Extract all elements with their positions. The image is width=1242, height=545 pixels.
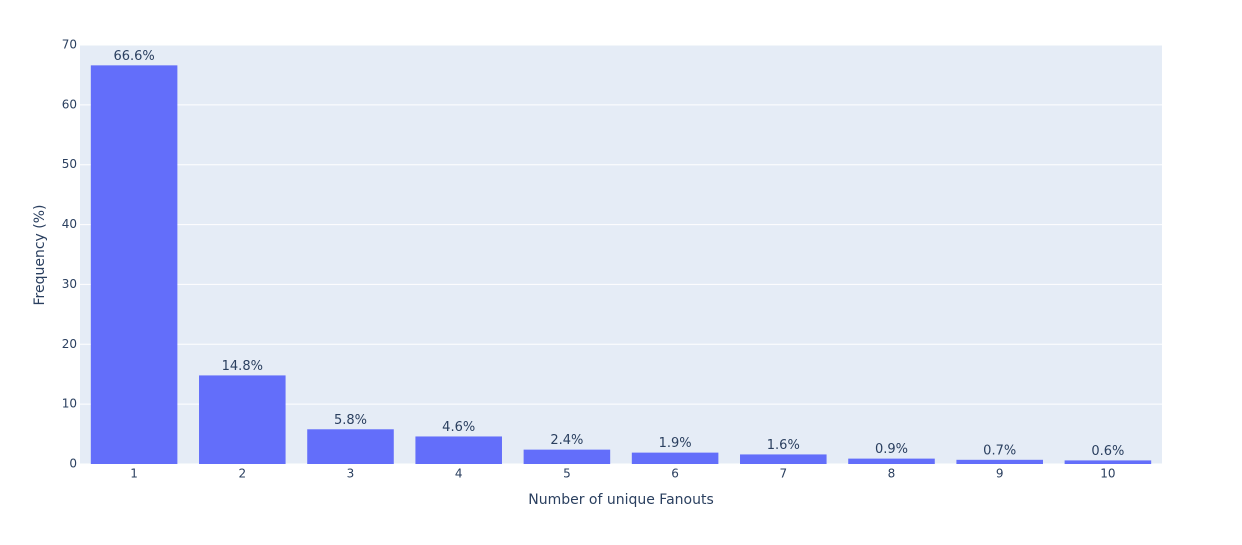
bar: [523, 449, 611, 464]
y-tick-label: 30: [62, 277, 77, 291]
x-tick-label: 6: [671, 467, 679, 481]
bar: [740, 454, 827, 464]
x-tick-label: 2: [238, 467, 246, 481]
y-tick-label: 60: [62, 97, 77, 111]
value-label: 1.9%: [659, 436, 692, 451]
bar: [307, 429, 394, 464]
value-label: 1.6%: [767, 438, 800, 453]
value-label: 66.6%: [113, 49, 154, 64]
bar: [956, 459, 1043, 464]
x-tick-label: 3: [347, 467, 355, 481]
x-tick-label: 8: [888, 467, 896, 481]
x-tick-label: 10: [1100, 467, 1115, 481]
bar: [90, 65, 178, 464]
bar: [199, 375, 286, 464]
value-label: 14.8%: [222, 359, 263, 374]
value-label: 4.6%: [442, 420, 475, 435]
bar: [1064, 460, 1152, 464]
x-axis-title: Number of unique Fanouts: [528, 492, 714, 508]
x-tick-label: 9: [996, 467, 1004, 481]
x-tick-label: 4: [455, 467, 463, 481]
bar: [631, 452, 719, 464]
y-tick-label: 40: [62, 217, 77, 231]
y-tick-label: 0: [69, 457, 77, 471]
value-label: 0.6%: [1091, 444, 1124, 459]
value-label: 2.4%: [550, 433, 583, 448]
value-label: 0.9%: [875, 442, 908, 457]
y-tick-label: 50: [62, 157, 77, 171]
bar: [415, 436, 502, 464]
y-tick-label: 20: [62, 337, 77, 351]
y-tick-label: 70: [62, 38, 77, 52]
value-label: 0.7%: [983, 443, 1016, 458]
value-label: 5.8%: [334, 413, 367, 428]
bar: [848, 458, 935, 464]
x-tick-label: 1: [130, 467, 138, 481]
x-tick-label: 7: [779, 467, 787, 481]
y-axis-title: Frequency (%): [32, 204, 48, 305]
x-tick-label: 5: [563, 467, 571, 481]
y-tick-label: 10: [62, 397, 77, 411]
